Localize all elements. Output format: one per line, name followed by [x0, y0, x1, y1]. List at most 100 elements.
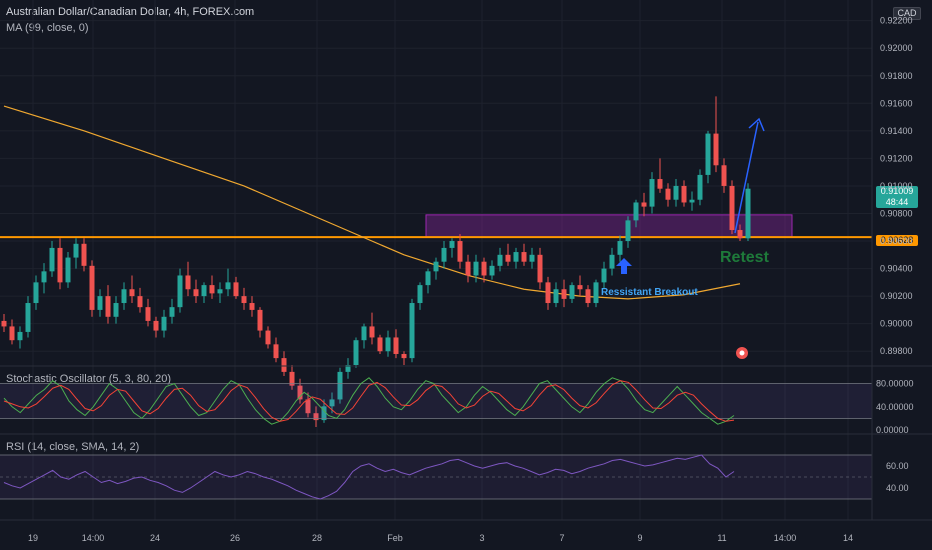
- retest-label: Retest: [720, 249, 770, 266]
- candle-body: [129, 289, 135, 297]
- candle-body: [729, 185, 735, 231]
- candle-body: [313, 413, 319, 421]
- candle-body: [193, 289, 199, 297]
- candle-body: [601, 268, 607, 283]
- price-tick: 0.89800: [880, 346, 913, 356]
- candle-body: [265, 330, 271, 345]
- candle-body: [641, 202, 647, 207]
- time-tick: 11: [717, 533, 726, 543]
- stoch-tick: 0.00000: [876, 425, 909, 435]
- time-tick: Feb: [387, 533, 403, 543]
- breakout-arrow-icon: [616, 258, 632, 274]
- candle-body: [289, 371, 295, 386]
- grid: [0, 0, 872, 520]
- candle-body: [449, 241, 455, 248]
- candle-body: [153, 320, 159, 331]
- candle-body: [329, 399, 335, 407]
- candle-body: [353, 340, 359, 365]
- price-tick: 0.91800: [880, 71, 913, 81]
- projection-arrow-line: [734, 121, 759, 234]
- candle-body: [113, 303, 119, 317]
- candle-body: [321, 406, 327, 421]
- indicators: [0, 377, 872, 500]
- candle-body: [337, 371, 343, 400]
- chart-title: Australian Dollar/Canadian Dollar, 4h, F…: [6, 6, 255, 18]
- rsi-legend: RSI (14, close, SMA, 14, 2): [6, 441, 140, 453]
- candle-body: [457, 241, 463, 262]
- candle-body: [417, 285, 423, 304]
- candle-body: [225, 282, 231, 290]
- candle-body: [569, 285, 575, 299]
- ma-legend: MA (99, close, 0): [6, 22, 89, 34]
- candle-body: [177, 275, 183, 308]
- candle-body: [281, 358, 287, 372]
- candle-body: [1, 320, 7, 327]
- candle-body: [577, 285, 583, 290]
- time-tick: 19: [28, 533, 38, 543]
- stoch-band: [0, 383, 872, 419]
- rsi-line: [3, 454, 735, 500]
- candle-body: [401, 353, 407, 359]
- candle-body: [185, 275, 191, 290]
- candle-body: [209, 285, 215, 294]
- candle-body: [681, 185, 687, 203]
- candle-body: [17, 331, 23, 341]
- candle-body: [81, 243, 87, 266]
- candle-body: [737, 230, 743, 239]
- rsi-band: [0, 455, 872, 499]
- candle-body: [529, 254, 535, 262]
- candle-body: [473, 261, 479, 276]
- candle-body: [617, 241, 623, 255]
- price-tick: 0.92000: [880, 43, 913, 53]
- candle-body: [273, 344, 279, 359]
- stoch-k-line: [3, 377, 735, 425]
- candle-body: [721, 165, 727, 186]
- price-tick: 0.91200: [880, 153, 913, 163]
- level-price-badge: 0.90628: [876, 235, 918, 246]
- time-tick: 14:00: [774, 533, 797, 543]
- candle-body: [465, 261, 471, 276]
- price-tick: 0.91400: [880, 126, 913, 136]
- price-tick: 0.90000: [880, 319, 913, 329]
- candle-body: [393, 337, 399, 354]
- candle-body: [217, 289, 223, 294]
- candle-body: [697, 174, 703, 200]
- price-tick: 0.92200: [880, 16, 913, 26]
- price-tick: 0.90600: [880, 236, 913, 246]
- candle-body: [161, 316, 167, 331]
- candle-body: [673, 185, 679, 200]
- price-tick: 0.90800: [880, 208, 913, 218]
- stochastic-legend: Stochastic Oscillator (5, 3, 80, 20): [6, 373, 172, 385]
- candle-body: [385, 337, 391, 352]
- candle-body: [553, 289, 559, 304]
- time-tick: 9: [637, 533, 642, 543]
- time-tick: 14: [843, 533, 853, 543]
- time-tick: 7: [559, 533, 564, 543]
- candle-body: [169, 307, 175, 317]
- candle-body: [297, 385, 303, 400]
- time-tick: 26: [230, 533, 240, 543]
- current-price-badge: 0.91009 48:44: [876, 186, 918, 208]
- candle-body: [361, 326, 367, 341]
- candle-body: [49, 247, 55, 272]
- candle-body: [73, 243, 79, 258]
- candle-body: [689, 199, 695, 203]
- time-tick: 24: [150, 533, 160, 543]
- breakout-label: Ressistant Breakout: [601, 287, 698, 298]
- candle-body: [561, 289, 567, 299]
- candle-body: [713, 133, 719, 166]
- candle-body: [649, 179, 655, 207]
- current-price: 0.91009: [880, 186, 914, 196]
- candle-body: [65, 257, 71, 283]
- currency-button[interactable]: CAD: [893, 7, 921, 20]
- candle-body: [41, 271, 47, 283]
- candle-body: [609, 254, 615, 269]
- candle-body: [25, 303, 31, 332]
- candle-body: [233, 282, 239, 297]
- candle-body: [489, 265, 495, 276]
- candle-body: [121, 289, 127, 304]
- candle-body: [57, 247, 63, 283]
- price-tick: 0.91600: [880, 98, 913, 108]
